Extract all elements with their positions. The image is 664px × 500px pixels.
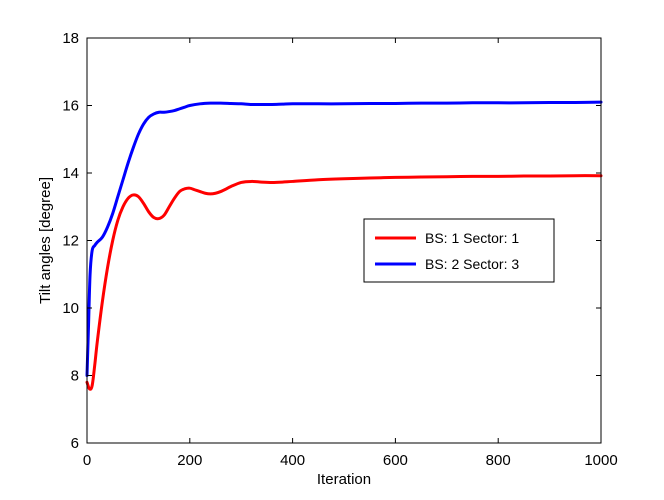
y-tick-label: 12: [62, 233, 79, 250]
x-tick-label: 800: [486, 452, 511, 469]
x-tick-label: 1000: [584, 452, 617, 469]
y-tick-label: 6: [71, 435, 79, 452]
y-axis-title: Tilt angles [degree]: [37, 177, 54, 304]
x-tick-label: 600: [383, 452, 408, 469]
x-tick-label: 400: [280, 452, 305, 469]
series-line-1: [85, 174, 603, 391]
x-tick-label: 0: [83, 452, 91, 469]
legend-label-series-1: BS: 1 Sector: 1: [425, 230, 519, 246]
y-tick-label: 14: [62, 165, 79, 182]
y-tick-label: 16: [62, 98, 79, 115]
legend-box: [363, 218, 555, 283]
legend: BS: 1 Sector: 1 BS: 2 Sector: 3: [363, 218, 555, 283]
y-tick-label: 18: [62, 30, 79, 47]
legend-label-series-2: BS: 2 Sector: 3: [425, 256, 519, 272]
x-axis-title: Iteration: [317, 471, 371, 488]
series-layer: [85, 100, 603, 391]
y-tick-label: 8: [71, 368, 79, 385]
ticks-layer: 0 200 400 600 800 1000 6 8 10 12 14 16 18: [62, 30, 617, 469]
series-line-2: [85, 100, 603, 377]
y-tick-label: 10: [62, 300, 79, 317]
x-tick-label: 200: [177, 452, 202, 469]
